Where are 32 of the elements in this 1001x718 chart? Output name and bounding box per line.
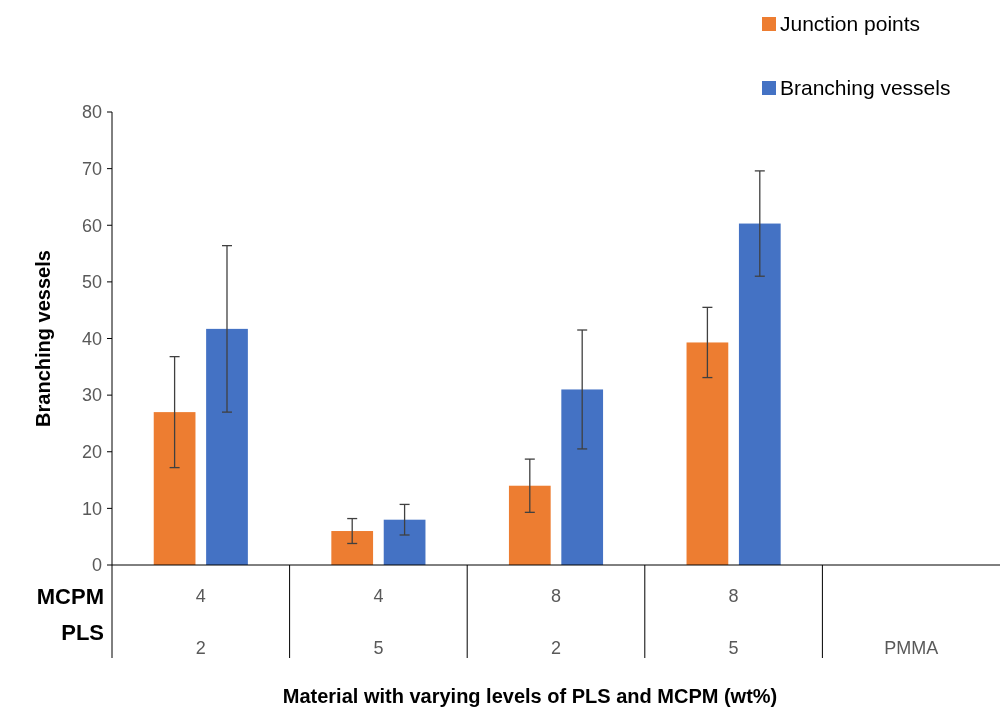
legend-label: Branching vessels <box>780 76 951 100</box>
bar <box>331 531 374 565</box>
text: 4 <box>373 586 384 607</box>
bar <box>153 412 196 565</box>
y-tick-label: 60 <box>81 215 102 236</box>
y-tick-label: 50 <box>81 272 102 293</box>
y-tick-label: 80 <box>81 102 102 123</box>
text: MCPM <box>36 583 104 609</box>
x-tick-label: 5 <box>728 638 739 659</box>
bar <box>686 342 729 565</box>
bar <box>206 328 248 565</box>
y-tick-label: 20 <box>81 442 102 463</box>
bar <box>508 485 551 565</box>
bar <box>738 223 781 565</box>
x-tick-label: PMMA <box>884 638 939 659</box>
x-tick-label: 5 <box>373 638 384 659</box>
y-tick-label: 70 <box>81 158 102 179</box>
text: 8 <box>550 586 562 607</box>
y-tick-label: 0 <box>91 555 102 576</box>
text: 8 <box>728 586 739 607</box>
x-tick-label: 2 <box>195 638 206 659</box>
x-axis-title: Material with varying levels of PLS and MCPM (wt%) <box>282 685 778 707</box>
y-axis-title: Branching vessels <box>32 250 54 427</box>
legend-label: Junction points <box>780 12 921 36</box>
y-tick-label: 30 <box>81 385 102 406</box>
y-tick-label: 40 <box>81 328 102 349</box>
bar <box>561 389 604 565</box>
bar <box>383 519 426 565</box>
x-tick-label: 2 <box>550 638 562 659</box>
y-tick-label: 10 <box>81 498 102 519</box>
text: 4 <box>195 586 206 607</box>
text: PLS <box>61 619 104 645</box>
